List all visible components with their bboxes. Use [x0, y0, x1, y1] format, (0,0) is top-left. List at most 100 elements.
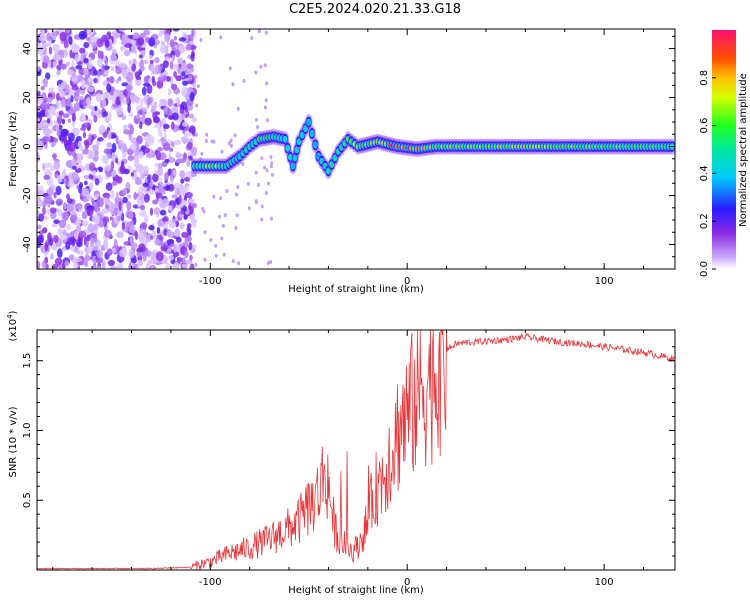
noise-speckle — [263, 105, 267, 110]
noise-speckle — [111, 48, 117, 56]
noise-speckle — [150, 190, 155, 195]
noise-speckle — [171, 121, 175, 130]
noise-speckle — [223, 213, 227, 218]
noise-speckle — [140, 98, 144, 108]
noise-speckle — [49, 207, 57, 214]
noise-speckle — [220, 236, 224, 241]
noise-speckle — [172, 29, 180, 32]
noise-speckle — [169, 60, 174, 70]
noise-speckle — [151, 75, 155, 83]
noise-speckle — [74, 203, 83, 210]
noise-speckle — [106, 83, 112, 93]
noise-speckle — [153, 123, 161, 129]
noise-speckle — [205, 132, 209, 137]
noise-speckle — [140, 222, 148, 230]
noise-speckle — [161, 182, 167, 187]
noise-speckle — [55, 123, 60, 132]
noise-speckle — [119, 93, 123, 102]
noise-speckle — [179, 257, 183, 262]
noise-speckle — [176, 236, 182, 243]
noise-speckle — [105, 164, 111, 172]
noise-speckle — [137, 259, 144, 267]
noise-speckle — [90, 36, 98, 43]
noise-speckle — [185, 259, 193, 265]
noise-speckle — [150, 235, 154, 240]
noise-speckle — [150, 265, 155, 269]
noise-speckle — [143, 193, 150, 203]
noise-speckle — [110, 65, 115, 72]
noise-speckle — [70, 95, 74, 103]
x-tick-label: -100 — [199, 577, 222, 588]
noise-speckle — [54, 257, 63, 265]
noise-speckle — [190, 52, 195, 62]
signal-core — [313, 143, 318, 147]
noise-speckle — [158, 131, 163, 138]
noise-speckle — [118, 76, 122, 81]
noise-speckle — [84, 253, 89, 263]
noise-speckle — [96, 58, 103, 68]
noise-speckle — [122, 196, 128, 204]
noise-speckle — [53, 160, 61, 170]
noise-speckle — [46, 102, 50, 110]
noise-speckle — [115, 157, 119, 164]
noise-speckle — [124, 43, 133, 48]
noise-speckle — [128, 59, 132, 66]
noise-speckle — [53, 191, 57, 199]
noise-speckle — [152, 199, 159, 205]
noise-speckle — [87, 208, 94, 217]
noise-speckle — [67, 118, 72, 123]
noise-speckle — [229, 138, 233, 143]
noise-speckle — [121, 69, 128, 79]
noise-speckle — [269, 155, 273, 160]
noise-speckle — [68, 254, 74, 261]
noise-speckle — [264, 98, 268, 103]
spectrogram-panel: -100 0 100 -40 -20 0 20 40 Height of straight … — [8, 28, 676, 295]
noise-speckle — [157, 218, 165, 227]
spectrogram-y-ticks: -40 -20 0 20 40 — [22, 35, 675, 270]
noise-speckle — [165, 185, 170, 191]
noise-speckle — [186, 132, 193, 137]
noise-speckle — [194, 132, 198, 137]
noise-speckle — [173, 140, 181, 145]
noise-speckle — [254, 199, 258, 204]
noise-speckle — [178, 37, 187, 42]
noise-speckle — [104, 39, 110, 48]
y-tick-label: -20 — [22, 187, 33, 203]
noise-speckle — [82, 131, 86, 139]
noise-speckle — [139, 65, 145, 72]
spectrogram-marks — [37, 29, 675, 269]
noise-speckle — [112, 247, 117, 253]
noise-speckle — [188, 125, 196, 135]
noise-speckle — [110, 265, 118, 269]
noise-speckle — [255, 117, 258, 122]
noise-speckle — [200, 151, 204, 156]
x-tick-label: 0 — [404, 577, 410, 588]
noise-speckle — [75, 135, 82, 142]
noise-speckle — [111, 134, 117, 139]
noise-speckle — [155, 150, 162, 161]
noise-speckle — [269, 260, 273, 264]
noise-speckle — [79, 181, 83, 189]
noise-speckle — [167, 98, 173, 107]
noise-speckle — [113, 238, 118, 249]
noise-speckle — [48, 237, 54, 246]
noise-speckle — [260, 217, 264, 222]
noise-speckle — [116, 176, 123, 184]
noise-speckle — [264, 191, 268, 195]
noise-speckle — [212, 194, 216, 199]
noise-speckle — [92, 50, 97, 55]
noise-speckle — [108, 111, 112, 121]
noise-speckle — [55, 198, 63, 207]
noise-speckle — [73, 230, 80, 240]
noise-speckle — [158, 197, 163, 205]
noise-speckle — [159, 120, 163, 128]
noise-speckle — [62, 229, 67, 236]
noise-speckle — [259, 64, 263, 69]
noise-speckle — [175, 97, 180, 103]
snr-y-ticks: 0.5 1.0 1.5 — [22, 346, 675, 557]
noise-speckle — [267, 181, 270, 186]
noise-speckle — [84, 140, 90, 150]
noise-speckle — [56, 174, 63, 183]
noise-speckle — [186, 63, 194, 69]
noise-speckle — [154, 65, 158, 75]
